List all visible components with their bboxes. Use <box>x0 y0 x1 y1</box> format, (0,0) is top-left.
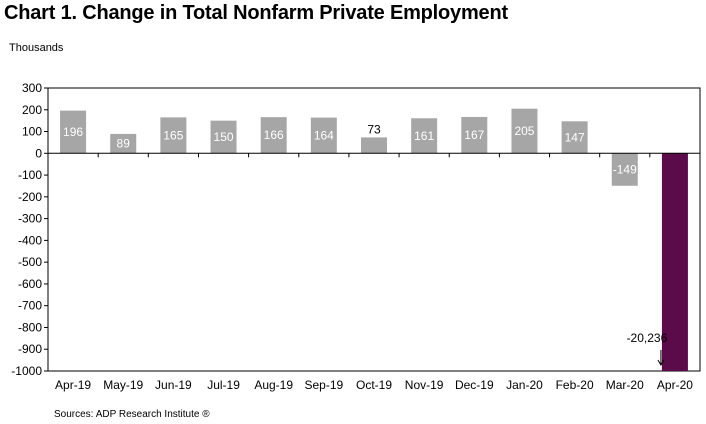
bar-jul-19 <box>210 120 237 154</box>
x-tick-label: Apr-20 <box>657 378 693 392</box>
bar-may-19 <box>110 133 137 154</box>
x-tick-label: Feb-20 <box>556 378 594 392</box>
x-tick-label: Aug-19 <box>254 378 293 392</box>
data-label-nov-19: 161 <box>414 129 434 143</box>
x-tick-label: Jul-19 <box>207 378 240 392</box>
bar-dec-19 <box>461 116 488 154</box>
bar-oct-19 <box>361 137 387 154</box>
data-label-may-19: 89 <box>117 137 131 151</box>
y-tick-label: -100 <box>18 168 42 182</box>
x-tick-label: Oct-19 <box>356 378 392 392</box>
x-tick-label: Apr-19 <box>55 378 91 392</box>
bar-aug-19 <box>260 117 287 154</box>
x-tick-label: Sep-19 <box>304 378 343 392</box>
x-tick-label: Dec-19 <box>455 378 494 392</box>
data-label-feb-20: 147 <box>565 130 585 144</box>
bar-mar-20 <box>611 153 638 186</box>
y-axis-unit-label: Thousands <box>9 42 64 54</box>
x-tick-label: May-19 <box>103 378 143 392</box>
y-tick-label: -800 <box>18 320 42 334</box>
y-tick-label: 200 <box>22 103 42 117</box>
data-label-jul-19: 150 <box>214 130 234 144</box>
x-tick-label: Jan-20 <box>506 378 543 392</box>
bar-sep-19 <box>310 117 337 154</box>
annotation-label: -20,236 <box>627 331 668 345</box>
data-label-mar-20: -149 <box>613 163 637 177</box>
data-label-jun-19: 165 <box>163 128 183 142</box>
bar-feb-20 <box>561 121 588 154</box>
y-tick-label: -400 <box>18 233 42 247</box>
plot-area-frame <box>47 87 701 372</box>
data-label-dec-19: 167 <box>464 128 484 142</box>
x-tick-label: Jun-19 <box>155 378 192 392</box>
x-tick-label: Nov-19 <box>405 378 444 392</box>
source-note: Sources: ADP Research Institute ® <box>54 409 210 420</box>
y-tick-label: 0 <box>35 146 42 160</box>
bar-apr-19 <box>60 110 87 154</box>
y-tick-label: -300 <box>18 212 42 226</box>
chart-title: Chart 1. Change in Total Nonfarm Private… <box>4 2 508 24</box>
data-label-sep-19: 164 <box>314 128 334 142</box>
y-tick-label: -500 <box>18 255 42 269</box>
y-tick-label: -600 <box>18 277 42 291</box>
data-label-apr-19: 196 <box>63 125 83 139</box>
bar-apr-20 <box>661 153 688 371</box>
y-tick-label: -700 <box>18 299 42 313</box>
data-label-jan-20: 205 <box>514 124 534 138</box>
y-tick-label: -900 <box>18 342 42 356</box>
annotation-arrow-head <box>657 359 665 366</box>
x-tick-label: Mar-20 <box>606 378 644 392</box>
y-tick-label: 100 <box>22 125 42 139</box>
y-tick-label: -200 <box>18 190 42 204</box>
bar-jun-19 <box>160 117 187 154</box>
data-label-aug-19: 166 <box>264 128 284 142</box>
bar-jan-20 <box>511 108 538 154</box>
y-tick-label: -1000 <box>11 364 42 378</box>
y-tick-label: 300 <box>22 81 42 95</box>
bar-nov-19 <box>411 118 438 154</box>
data-label-oct-19: 73 <box>367 122 381 136</box>
